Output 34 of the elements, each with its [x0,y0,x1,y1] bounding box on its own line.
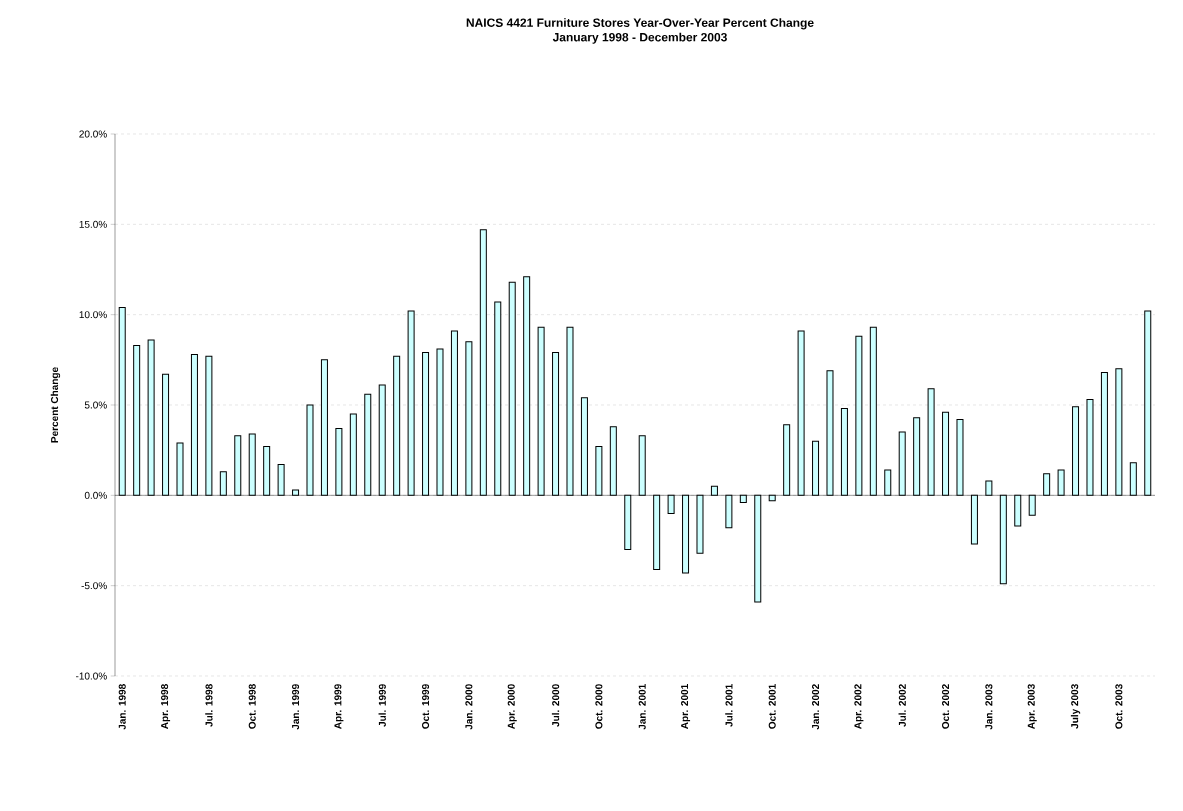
x-tick-label: Apr. 1999 [334,684,344,729]
chart-subtitle: January 1998 - December 2003 [552,32,727,44]
x-tick-label: Jul. 1998 [205,684,213,727]
x-tick-label: Jul. 1999 [378,684,386,727]
x-tick-label: Oct. 1998 [248,684,256,729]
x-tick-label: Oct. 2002 [942,684,950,729]
x-tick-label: Apr. 2002 [854,684,864,729]
x-tick-label: July 2003 [1070,684,1081,729]
y-tick-label: -10.0% [75,672,107,680]
x-tick-label: Apr. 1998 [161,684,171,729]
x-tick-label: Jul. 2002 [898,684,906,727]
y-tick-label: 20.0% [79,130,107,138]
x-tick-label: Jan. 1999 [292,684,300,730]
x-tick-label: Jan. 2002 [812,684,820,730]
x-tick-label: Jan. 2003 [985,684,993,730]
x-tick-label: Jul. 2001 [725,684,733,727]
x-tick-label: Apr. 2003 [1027,684,1037,729]
x-tick-label: Oct. 2003 [1115,684,1123,729]
x-tick-label: Oct. 2000 [595,684,603,729]
x-tick-label: Jan. 1998 [118,684,126,730]
y-tick-label: 10.0% [79,311,107,319]
chart-title: NAICS 4421 Furniture Stores Year-Over-Year Percent Change [466,18,814,30]
y-tick-label: 5.0% [84,401,107,409]
y-tick-label: 15.0% [79,220,107,228]
y-axis-title: Percent Change [50,367,61,443]
x-tick-label: Jan. 2000 [465,684,473,730]
y-tick-label: -5.0% [81,582,107,590]
x-tick-label: Jul. 2000 [551,684,560,727]
x-tick-label: Oct. 2001 [768,684,776,729]
x-tick-label: Apr. 2001 [681,684,691,729]
y-tick-label: 0.0% [84,491,107,499]
x-tick-label: Jan. 2001 [638,684,646,730]
x-tick-label: Apr. 2000 [507,684,517,729]
x-tick-label: Oct. 1999 [422,684,430,729]
